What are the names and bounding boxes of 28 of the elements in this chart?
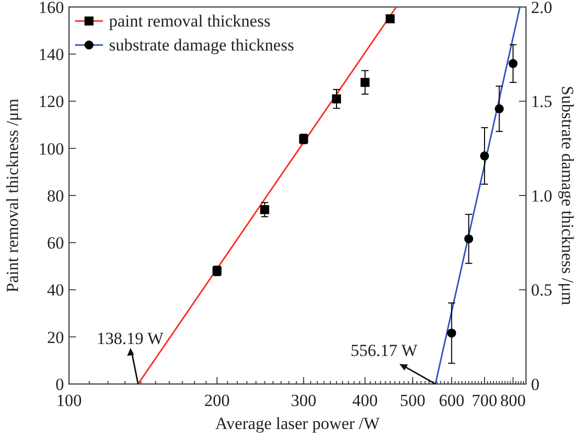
x-tick-label: 600	[438, 391, 464, 410]
y2-tick-label: 1.0	[531, 186, 552, 206]
annotation: 138.19 W	[96, 329, 164, 348]
y-tick-label: 60	[47, 234, 64, 253]
x-tick-label: 700	[472, 391, 498, 410]
y-tick-label: 140	[38, 45, 64, 64]
x-tick-label: 800	[500, 391, 526, 410]
x-tick-label: 200	[204, 391, 230, 410]
y-tick-label: 100	[38, 139, 64, 158]
y-tick-label: 40	[47, 280, 64, 300]
y2-tick-label: 2.0	[531, 0, 552, 17]
y-tick-label: 20	[47, 328, 64, 347]
x-axis-title: Average laser power /W	[215, 414, 381, 433]
legend-label: paint removal thickness	[109, 11, 270, 30]
y2-tick-label: 1.5	[531, 92, 552, 112]
y-tick-label: 80	[47, 186, 64, 206]
y-tick-label: 120	[38, 92, 64, 112]
x-tick-label: 400	[352, 391, 378, 410]
x-tick-label: 500	[400, 391, 426, 410]
y2-tick-label: 0	[531, 374, 540, 394]
y2-tick-label: 0.5	[531, 280, 552, 300]
y-tick-label: 0	[56, 374, 64, 394]
y-tick-label: 160	[38, 0, 64, 17]
y-axis-title: Paint removal thickness /μm	[3, 98, 22, 292]
legend-label: substrate damage thickness	[109, 35, 294, 54]
annotation: 556.17 W	[350, 341, 418, 360]
y2-axis-title: Substrate damage thickness /μm	[558, 86, 577, 306]
x-tick-label: 300	[290, 391, 316, 410]
